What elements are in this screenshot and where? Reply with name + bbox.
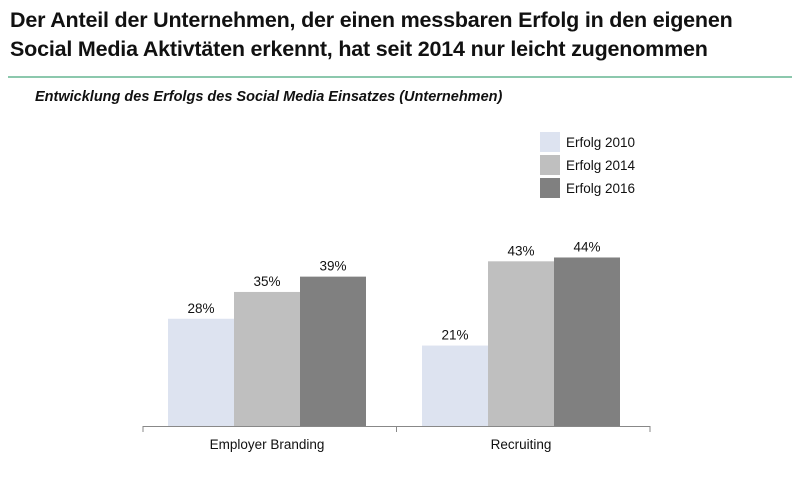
bar-employer-branding-erfolg-2014: [234, 291, 300, 426]
data-label-recruiting-erfolg-2014: 43%: [507, 243, 534, 258]
headline: Der Anteil der Unternehmen, der einen me…: [10, 6, 790, 64]
legend-swatch-erfolg-2014: [540, 155, 560, 175]
data-label-employer-branding-erfolg-2016: 39%: [319, 259, 346, 274]
legend-swatch-erfolg-2016: [540, 178, 560, 198]
legend-swatch-erfolg-2010: [540, 132, 560, 152]
headline-line-2: Social Media Aktivtäten erkennt, hat sei…: [10, 37, 708, 61]
legend: Erfolg 2010 Erfolg 2014 Erfolg 2016: [540, 132, 636, 198]
headline-divider: [8, 76, 792, 78]
data-label-employer-branding-erfolg-2014: 35%: [253, 274, 280, 289]
headline-line-1: Der Anteil der Unternehmen, der einen me…: [10, 8, 733, 32]
x-tick-label-employer-branding: Employer Branding: [210, 437, 325, 452]
chart-title: Entwicklung des Erfolgs des Social Media…: [35, 89, 503, 105]
bar-recruiting-erfolg-2010: [422, 345, 488, 426]
data-label-recruiting-erfolg-2016: 44%: [573, 239, 600, 254]
data-label-recruiting-erfolg-2010: 21%: [441, 328, 468, 343]
bar-employer-branding-erfolg-2010: [168, 318, 234, 426]
bars: 28% 35% 39% 21% 43% 44%: [168, 239, 620, 426]
bar-employer-branding-erfolg-2016: [300, 276, 366, 426]
legend-label-erfolg-2010: Erfolg 2010: [566, 135, 635, 150]
bar-recruiting-erfolg-2016: [554, 257, 620, 426]
legend-label-erfolg-2016: Erfolg 2016: [566, 181, 635, 196]
x-axis: Employer Branding Recruiting: [142, 426, 651, 452]
x-tick-label-recruiting: Recruiting: [491, 437, 552, 452]
bar-recruiting-erfolg-2014: [488, 261, 554, 426]
data-label-employer-branding-erfolg-2010: 28%: [187, 301, 214, 316]
legend-label-erfolg-2014: Erfolg 2014: [566, 158, 636, 173]
